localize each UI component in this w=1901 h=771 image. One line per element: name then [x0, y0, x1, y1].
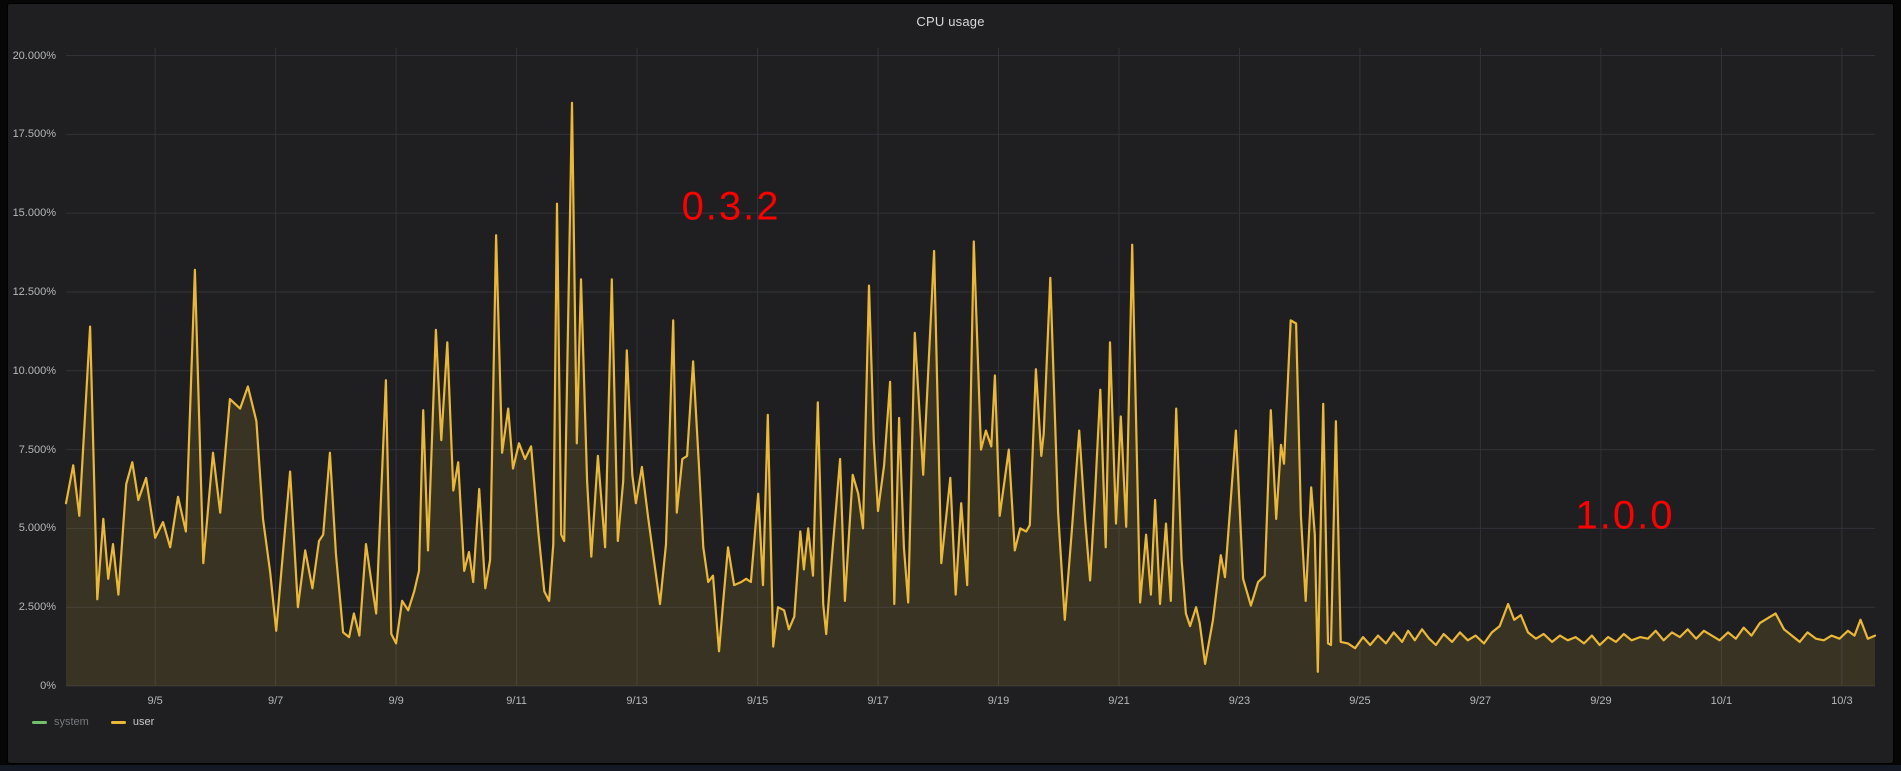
cpu-usage-panel: CPU usage 0% 2.500% 5.000% 7.500% 10.000% 12.…	[8, 4, 1893, 763]
x-tick-label: 9/9	[388, 695, 404, 707]
x-tick-label: 9/21	[1108, 695, 1130, 707]
legend-label: system	[54, 716, 89, 728]
y-tick-label: 12.500%	[12, 285, 56, 298]
y-tick-label: 10.000%	[12, 364, 56, 377]
x-tick-label: 9/13	[626, 695, 648, 707]
y-tick-label: 7.500%	[18, 443, 56, 456]
legend-color-dash-icon	[32, 720, 47, 724]
version-annotation: 1.0.0	[1575, 493, 1675, 538]
x-tick-label: 9/29	[1590, 695, 1612, 707]
cpu-usage-chart[interactable]	[64, 48, 1877, 687]
x-tick-label: 10/1	[1710, 695, 1733, 707]
x-tick-label: 9/17	[867, 695, 889, 707]
y-tick-label: 0%	[40, 680, 56, 692]
x-tick-label: 9/7	[267, 695, 284, 707]
legend-label: user	[132, 716, 155, 728]
x-tick-label: 9/27	[1469, 695, 1492, 707]
usage-area-fill	[66, 102, 1875, 687]
legend-item-user[interactable]: user	[110, 716, 155, 728]
version-annotation: 0.3.2	[681, 184, 781, 229]
legend-item-system[interactable]: system	[32, 716, 89, 728]
y-tick-label: 17.500%	[12, 128, 56, 141]
x-tick-label: 9/5	[147, 695, 163, 707]
y-tick-label: 20.000%	[12, 49, 56, 62]
panel-title[interactable]: CPU usage	[916, 14, 985, 29]
window-bottom-bar	[0, 765, 1901, 771]
x-tick-label: 10/3	[1831, 695, 1853, 707]
x-tick-label: 9/15	[746, 695, 769, 707]
y-tick-label: 5.000%	[18, 522, 56, 535]
legend: system user	[32, 716, 154, 728]
x-tick-label: 9/25	[1349, 695, 1371, 707]
legend-color-dash-icon	[110, 720, 126, 724]
x-tick-label: 9/19	[987, 695, 1010, 707]
x-tick-label: 9/11	[506, 695, 527, 707]
usage-line	[64, 101, 1877, 673]
y-tick-label: 15.000%	[12, 207, 56, 220]
x-tick-label: 9/23	[1228, 695, 1251, 707]
plot-area[interactable]	[64, 48, 1877, 687]
y-tick-label: 2.500%	[18, 601, 56, 614]
